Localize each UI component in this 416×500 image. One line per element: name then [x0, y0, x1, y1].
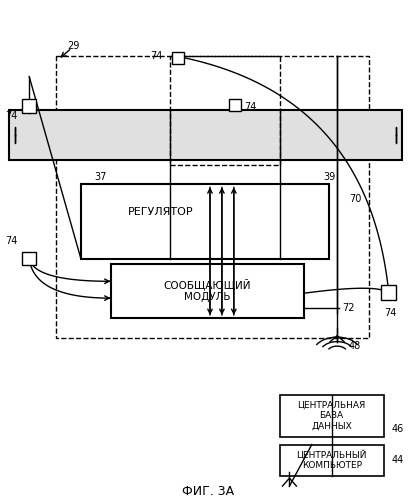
Bar [56, 56, 369, 338]
Text: 74: 74 [5, 236, 17, 246]
Text: ЦЕНТРАЛЬНЫЙ
КОМПЬЮТЕР: ЦЕНТРАЛЬНЫЙ КОМПЬЮТЕР [297, 450, 367, 470]
Text: 48: 48 [349, 340, 362, 350]
Bar [81, 184, 329, 258]
Bar [172, 52, 184, 64]
Bar [381, 286, 396, 300]
Text: 70: 70 [349, 194, 362, 204]
Text: 74: 74 [150, 51, 163, 61]
Text: ФИГ. 3А: ФИГ. 3А [182, 484, 234, 498]
Text: 39: 39 [323, 172, 335, 182]
Bar [9, 110, 402, 160]
Bar [170, 56, 280, 164]
Text: 72: 72 [342, 303, 354, 313]
Text: 46: 46 [392, 424, 404, 434]
Bar [111, 264, 305, 318]
Text: 74: 74 [245, 102, 257, 112]
Text: 44: 44 [392, 456, 404, 466]
Bar [280, 444, 384, 476]
Text: 74: 74 [5, 111, 17, 121]
Bar [22, 100, 36, 113]
Bar [280, 395, 384, 436]
Bar [229, 100, 241, 111]
Text: РЕГУЛЯТОР: РЕГУЛЯТОР [128, 206, 193, 216]
Bar [22, 252, 36, 266]
Text: 37: 37 [94, 172, 107, 182]
Text: СООБЩАЮЩИЙ
МОДУЛЬ: СООБЩАЮЩИЙ МОДУЛЬ [164, 279, 251, 302]
Text: 29: 29 [68, 41, 80, 51]
Text: ЦЕНТРАЛЬНАЯ
БАЗА
ДАННЫХ: ЦЕНТРАЛЬНАЯ БАЗА ДАННЫХ [297, 401, 366, 430]
Text: 74: 74 [384, 308, 397, 318]
